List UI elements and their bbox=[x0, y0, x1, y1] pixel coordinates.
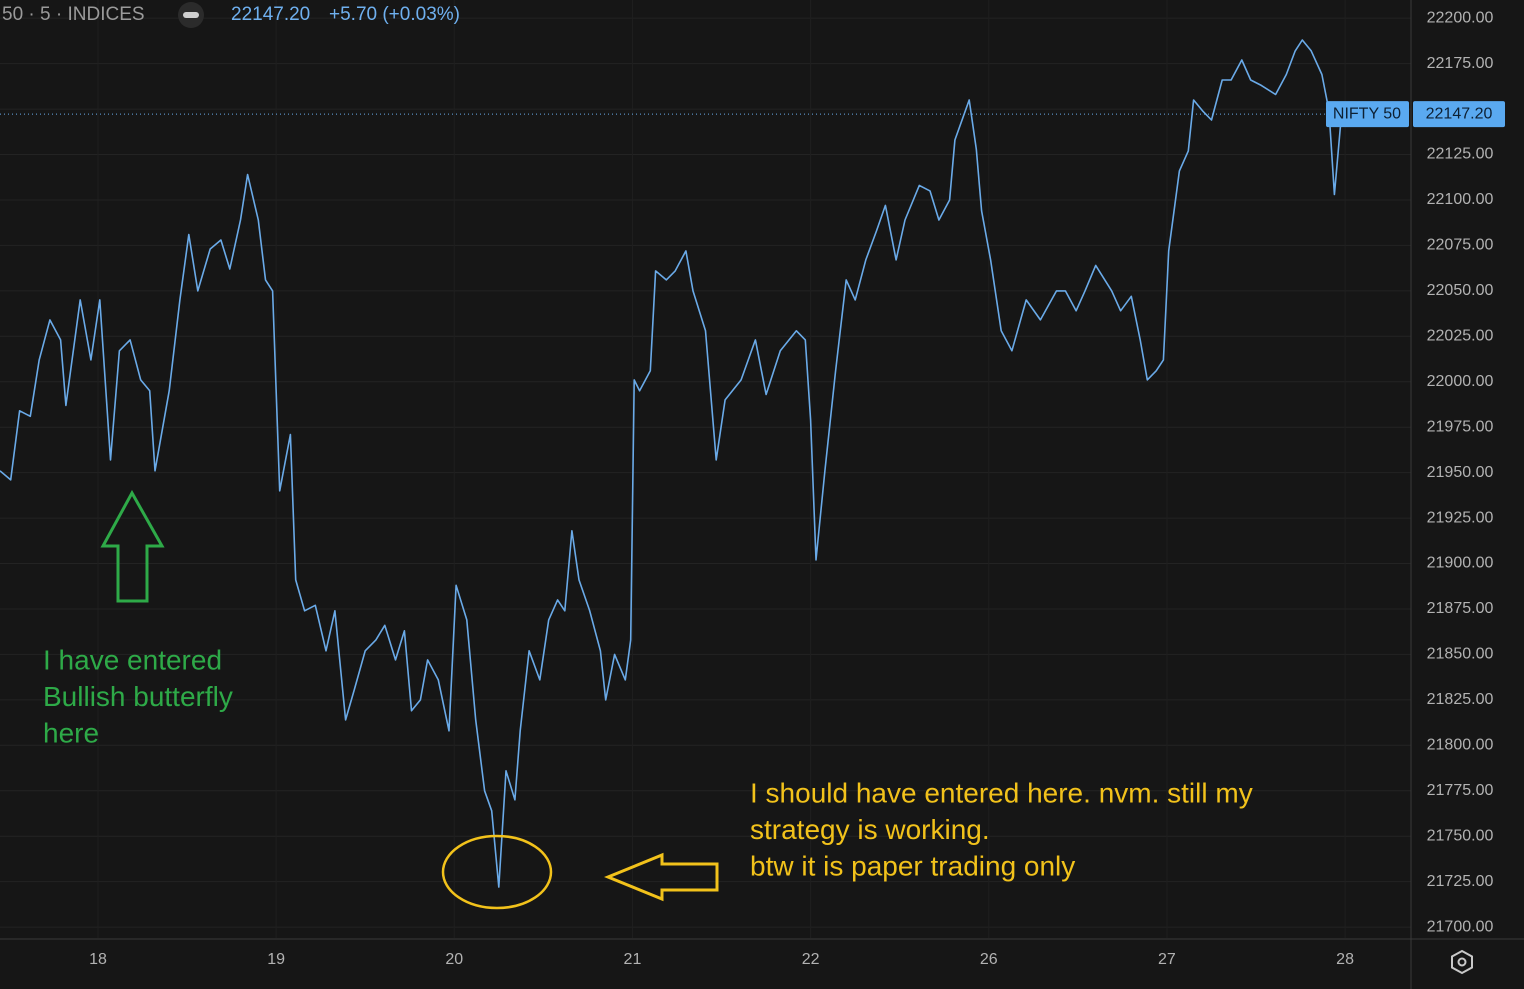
x-tick-label: 28 bbox=[1336, 951, 1354, 968]
plot bbox=[0, 39, 1343, 888]
annotation: btw it is paper trading only bbox=[750, 850, 1075, 881]
y-tick-label: 21775.00 bbox=[1427, 782, 1494, 799]
settings-icon bbox=[1457, 957, 1467, 967]
y-tick-label: 21750.00 bbox=[1427, 827, 1494, 844]
change: +5.70 (+0.03%) bbox=[329, 4, 460, 25]
x-tick-label: 18 bbox=[89, 951, 107, 968]
y-tick-label: 21900.00 bbox=[1427, 555, 1494, 572]
price-tag bbox=[1413, 101, 1505, 128]
y-tick-label: 21700.00 bbox=[1427, 918, 1494, 935]
annotation: Bullish butterfly bbox=[43, 681, 233, 712]
y-tick-label: 21975.00 bbox=[1427, 418, 1494, 435]
price-line bbox=[0, 39, 1343, 888]
y-tick-label: 22100.00 bbox=[1427, 191, 1494, 208]
settings-button[interactable] bbox=[1451, 949, 1473, 975]
y-tick-label: 22175.00 bbox=[1427, 55, 1494, 72]
symbol: 50 · 5 · INDICES bbox=[2, 4, 145, 25]
series-tag-label: NIFTY 50 bbox=[1333, 105, 1401, 122]
x-tick-label: 19 bbox=[267, 951, 285, 968]
price: 22147.20 bbox=[231, 4, 310, 25]
y-tick-label: 22025.00 bbox=[1427, 328, 1494, 345]
annotation: I have entered bbox=[43, 644, 222, 675]
x-tick-label: 21 bbox=[624, 951, 642, 968]
annotation: strategy is working. bbox=[750, 814, 990, 845]
y-tick-label: 21925.00 bbox=[1427, 509, 1494, 526]
y-tick-label: 21850.00 bbox=[1427, 646, 1494, 663]
y-tick-label: 22000.00 bbox=[1427, 373, 1494, 390]
price-tag-label: 22147.20 bbox=[1426, 105, 1493, 122]
y-tick-label: 21950.00 bbox=[1427, 464, 1494, 481]
y-tick-label: 22050.00 bbox=[1427, 282, 1494, 299]
highlight-circle bbox=[441, 834, 553, 910]
x-tick-label: 20 bbox=[445, 951, 463, 968]
y-tick-label: 22200.00 bbox=[1427, 9, 1494, 26]
annotation: here bbox=[43, 717, 99, 748]
x-tick-label: 26 bbox=[980, 951, 998, 968]
up-arrow bbox=[100, 489, 165, 603]
y-tick-label: 22075.00 bbox=[1427, 237, 1494, 254]
y-tick-label: 22125.00 bbox=[1427, 146, 1494, 163]
settings-icon bbox=[1451, 949, 1473, 975]
y-tick-label: 21725.00 bbox=[1427, 873, 1494, 890]
x-tick-label: 27 bbox=[1158, 951, 1176, 968]
series-tag bbox=[1326, 101, 1409, 128]
y-tick-label: 21875.00 bbox=[1427, 600, 1494, 617]
annotation: I should have entered here. nvm. still m… bbox=[750, 777, 1253, 808]
y-tick-label: 21825.00 bbox=[1427, 691, 1494, 708]
toggle-icon bbox=[183, 12, 199, 18]
x-tick-label: 22 bbox=[802, 951, 820, 968]
grid bbox=[0, 17, 1411, 928]
y-tick-label: 21800.00 bbox=[1427, 737, 1494, 754]
left-arrow bbox=[604, 852, 719, 902]
